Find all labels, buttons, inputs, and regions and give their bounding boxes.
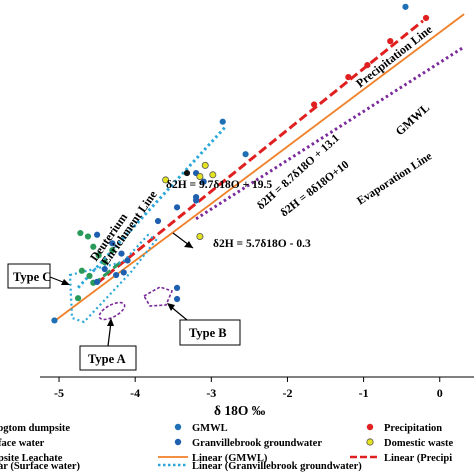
deuterium-arrowhead bbox=[184, 241, 193, 248]
x-axis-label: δ 18O ‰ bbox=[214, 403, 266, 418]
type-b-label: Type B bbox=[189, 326, 227, 340]
type-b-arrow bbox=[169, 305, 188, 321]
legend-label-3: ar (Surface water) bbox=[0, 461, 81, 472]
type-b-enclosure bbox=[142, 286, 174, 307]
legend-label-6: Linear (GMWL) bbox=[192, 453, 268, 464]
type-a-label: Type A bbox=[88, 352, 126, 366]
series-line-8 bbox=[96, 19, 424, 285]
legend-label-5: Granvillebrook groundwater bbox=[192, 438, 322, 449]
legend-marker-5 bbox=[174, 438, 182, 446]
x-tick-label-4: -1 bbox=[359, 386, 369, 400]
type-a-enclosure bbox=[98, 301, 126, 321]
precipitation-line-label: Precipitation Line bbox=[353, 22, 435, 91]
legend-label-8: Precipitation bbox=[384, 423, 442, 434]
legend-label-10: Linear (Precipi bbox=[384, 453, 452, 464]
point-s4-6 bbox=[94, 278, 101, 285]
type-b-arrowhead bbox=[167, 303, 175, 311]
point-s2-3 bbox=[387, 38, 394, 45]
point-s2-1 bbox=[345, 74, 352, 81]
point-s4-0 bbox=[94, 231, 101, 238]
point-s4-11 bbox=[173, 284, 181, 291]
evaporation-equation: δ2H = 5.7δ18O - 0.3 bbox=[213, 238, 311, 250]
legend-marker-9 bbox=[366, 438, 374, 446]
point-s4-1 bbox=[109, 240, 116, 247]
point-s1-2 bbox=[242, 151, 249, 158]
point-s3-2 bbox=[90, 243, 97, 250]
data-points bbox=[51, 3, 430, 324]
legend-label-9: Domestic waste bbox=[384, 438, 453, 449]
point-s4-14 bbox=[192, 193, 200, 201]
x-ticks: -5 -4 -3 -2 -1 0 bbox=[54, 377, 443, 400]
legend-label-7: Linear (Granvillebrook groundwater) bbox=[192, 461, 362, 472]
point-s4-12 bbox=[173, 295, 181, 303]
x-tick-label-0: -5 bbox=[54, 386, 64, 400]
legend-label-1: face water bbox=[0, 438, 45, 449]
point-s5-0 bbox=[196, 173, 204, 181]
point-s2-2 bbox=[364, 62, 371, 69]
x-tick-label-5: 0 bbox=[437, 386, 443, 400]
point-s3-5 bbox=[78, 267, 85, 274]
point-s3-9 bbox=[109, 247, 116, 254]
point-s2-4 bbox=[422, 14, 430, 22]
point-s4-9 bbox=[173, 204, 181, 211]
point-s4-8 bbox=[154, 217, 162, 225]
type-c-label: Type C bbox=[13, 270, 51, 284]
gmwl-equation: δ2H = 8δ18O+10 bbox=[278, 159, 351, 220]
point-s3-6 bbox=[86, 272, 93, 279]
type-a-arrowhead bbox=[107, 318, 114, 326]
point-s4-3 bbox=[124, 257, 131, 264]
point-s5-2 bbox=[162, 176, 170, 184]
type-c-box bbox=[7, 263, 51, 289]
type-b-box bbox=[179, 319, 241, 346]
point-s1-0 bbox=[51, 317, 58, 324]
series-line-10 bbox=[76, 124, 228, 289]
legend-marker-4 bbox=[174, 423, 182, 431]
point-s1-1 bbox=[219, 118, 226, 125]
point-s4-5 bbox=[113, 271, 120, 279]
legend: ogtom dumpsite face water psite Leachatear… bbox=[0, 423, 453, 472]
legend-label-4: GMWL bbox=[192, 423, 228, 434]
x-tick-label-1: -4 bbox=[130, 386, 140, 400]
series-line-11 bbox=[195, 46, 464, 221]
legend-label-2: psite Leachate bbox=[0, 453, 63, 464]
deuterium-equation: δ2H = 9.7δ18O + 19.5 bbox=[166, 179, 272, 191]
point-s4-15 bbox=[200, 178, 207, 185]
point-s5-4 bbox=[196, 232, 204, 240]
point-s4-7 bbox=[120, 269, 127, 276]
legend-label-0: ogtom dumpsite bbox=[0, 423, 70, 434]
point-s3-8 bbox=[74, 295, 82, 302]
point-s4-2 bbox=[118, 250, 125, 257]
point-s3-3 bbox=[95, 252, 102, 259]
point-s4-4 bbox=[101, 265, 108, 273]
evaporation-line-label: Evaporation Line bbox=[355, 150, 434, 207]
point-s3-1 bbox=[84, 233, 92, 240]
point-s3-0 bbox=[77, 229, 84, 237]
type-c-arrowhead bbox=[61, 279, 70, 285]
point-s1-3 bbox=[402, 3, 409, 10]
point-s3-4 bbox=[101, 259, 108, 266]
point-s6-0 bbox=[183, 169, 191, 177]
point-s5-1 bbox=[201, 161, 209, 169]
point-s5-3 bbox=[209, 171, 217, 179]
point-s2-0 bbox=[311, 101, 318, 108]
x-tick-label-2: -3 bbox=[206, 386, 216, 400]
legend-marker-8 bbox=[366, 423, 374, 431]
x-tick-label-3: -2 bbox=[282, 386, 292, 400]
gmwl-label: GMWL bbox=[393, 101, 433, 139]
